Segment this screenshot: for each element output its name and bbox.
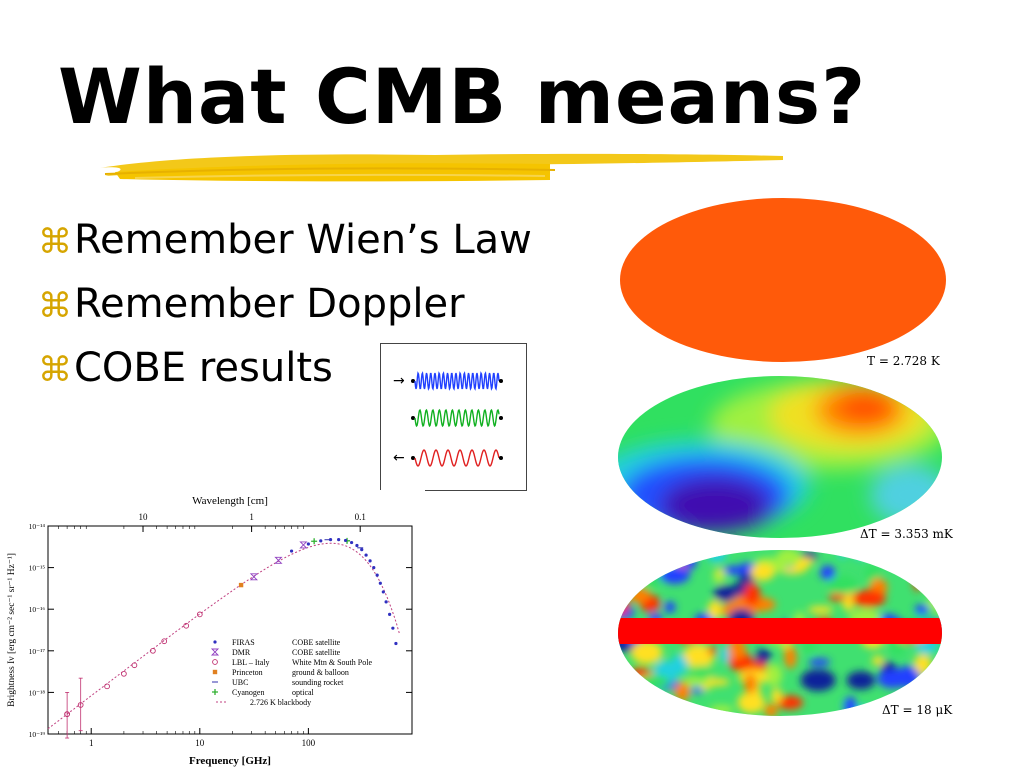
top-tick-label: 0.1 bbox=[355, 512, 366, 522]
legend-description: sounding rocket bbox=[292, 678, 344, 687]
data-point bbox=[391, 626, 395, 630]
top-tick-label: 10 bbox=[139, 512, 149, 522]
legend-description: COBE satellite bbox=[292, 638, 341, 647]
legend-description: optical bbox=[292, 688, 315, 697]
x-tick-label: 10 bbox=[195, 738, 205, 748]
data-point bbox=[360, 548, 364, 552]
data-point bbox=[299, 541, 308, 549]
data-point bbox=[306, 542, 310, 546]
bullet-mark-icon: ⌘ bbox=[38, 286, 72, 326]
data-point bbox=[355, 543, 359, 548]
arrow-left-icon: ← bbox=[393, 450, 405, 466]
x-tick-label: 100 bbox=[302, 738, 316, 748]
cmb-dipole-map bbox=[618, 376, 942, 538]
map-label-temperature: T = 2.728 K bbox=[867, 354, 941, 368]
arrow-right-icon: → bbox=[393, 373, 405, 389]
y-tick-label: 10⁻¹⁹ bbox=[29, 730, 46, 739]
data-point bbox=[150, 647, 156, 654]
data-point bbox=[121, 670, 127, 677]
legend-description: COBE satellite bbox=[292, 648, 341, 657]
top-axis-label: Wavelength [cm] bbox=[192, 495, 268, 507]
data-point bbox=[249, 573, 258, 581]
y-axis-label: Brightness Iν [erg cm⁻² sec⁻¹ sr⁻¹ Hz⁻¹] bbox=[7, 553, 17, 707]
legend-description: White Mtn & South Pole bbox=[292, 658, 372, 667]
brush-stroke-underline bbox=[100, 153, 783, 182]
data-point bbox=[161, 638, 168, 645]
data-point bbox=[368, 559, 372, 563]
cobe-sky-maps: T = 2.728 K ΔT = 3.353 mK ΔT = 18 μK bbox=[618, 198, 954, 717]
data-point bbox=[381, 590, 385, 594]
data-point bbox=[183, 622, 190, 629]
legend-description: ground & balloon bbox=[292, 668, 349, 677]
data-point bbox=[328, 538, 333, 542]
y-tick-label: 10⁻¹⁷ bbox=[29, 647, 46, 656]
doppler-shift-diagram: → ← bbox=[380, 343, 527, 491]
legend-label: Princeton bbox=[232, 668, 263, 677]
cmb-anisotropy-map bbox=[618, 550, 942, 716]
data-point bbox=[364, 553, 368, 557]
data-point bbox=[319, 539, 323, 543]
y-tick-label: 10⁻¹⁶ bbox=[29, 605, 46, 614]
data-point bbox=[349, 540, 354, 545]
data-point bbox=[196, 611, 203, 618]
x-axis-label: Frequency [GHz] bbox=[189, 755, 271, 767]
cmb-uniform-map bbox=[620, 198, 946, 362]
legend-label: UBC bbox=[232, 678, 248, 687]
data-point bbox=[77, 702, 84, 708]
y-tick-label: 10⁻¹⁴ bbox=[29, 522, 46, 531]
data-point bbox=[378, 581, 382, 585]
legend-marker bbox=[212, 659, 218, 665]
bullet-text: Remember Wien’s Law bbox=[74, 217, 532, 263]
plot-frame bbox=[47, 525, 413, 735]
legend-label: Cyanogen bbox=[232, 688, 264, 697]
bullet-item: ⌘COBE results bbox=[38, 340, 532, 404]
data-point bbox=[289, 549, 294, 553]
data-point bbox=[104, 683, 110, 690]
legend-label: LBL – Italy bbox=[232, 658, 269, 667]
legend-label: 2.726 K blackbody bbox=[250, 698, 311, 707]
data-point bbox=[388, 612, 392, 616]
bullet-mark-icon: ⌘ bbox=[38, 350, 72, 390]
bullet-text: Remember Doppler bbox=[74, 281, 465, 327]
data-point bbox=[64, 711, 70, 718]
legend-marker bbox=[210, 648, 220, 656]
legend-marker bbox=[212, 669, 218, 675]
map-label-dipole: ΔT = 3.353 mK bbox=[860, 527, 954, 541]
data-point bbox=[375, 573, 379, 577]
data-point bbox=[337, 538, 341, 542]
bullet-mark-icon: ⌘ bbox=[38, 222, 72, 262]
bullet-text: COBE results bbox=[74, 345, 333, 391]
legend-marker bbox=[212, 689, 218, 695]
legend-marker bbox=[213, 640, 217, 644]
slide-title: What CMB means? bbox=[58, 52, 867, 141]
y-tick-label: 10⁻¹⁵ bbox=[29, 564, 46, 573]
data-point bbox=[384, 600, 388, 604]
data-point bbox=[311, 538, 318, 545]
data-point bbox=[274, 556, 283, 564]
data-point bbox=[343, 538, 348, 543]
data-point bbox=[372, 566, 376, 570]
data-point bbox=[238, 582, 244, 588]
y-tick-label: 10⁻¹⁸ bbox=[29, 688, 46, 697]
top-tick-label: 1 bbox=[249, 512, 254, 522]
bullet-item: ⌘Remember Doppler bbox=[38, 276, 532, 340]
x-tick-label: 1 bbox=[89, 738, 94, 748]
map-label-anisotropy: ΔT = 18 μK bbox=[882, 703, 953, 717]
bullet-item: ⌘Remember Wien’s Law bbox=[38, 212, 532, 276]
legend-label: DMR bbox=[232, 648, 251, 657]
data-point bbox=[131, 662, 138, 669]
legend-label: FIRAS bbox=[232, 638, 255, 647]
data-point bbox=[394, 641, 398, 646]
cmb-spectrum-chart: Wavelength [cm] Frequency [GHz] Brightne… bbox=[0, 490, 425, 768]
chart-legend: FIRAS COBE satellite DMR COBE satellite LBL … bbox=[210, 638, 372, 707]
bullet-list: ⌘Remember Wien’s Law ⌘Remember Doppler ⌘… bbox=[38, 212, 532, 404]
